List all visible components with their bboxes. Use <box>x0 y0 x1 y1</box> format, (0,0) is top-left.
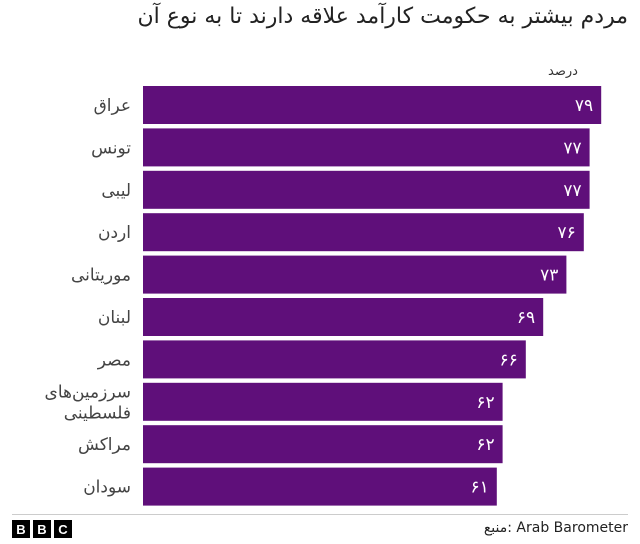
bar-value-label: ۷۷ <box>563 138 581 158</box>
bar-value-label: ۷۹ <box>575 96 593 116</box>
bbc-logo: B B C <box>12 520 72 538</box>
bar <box>143 298 544 336</box>
bar-value-label: ۶۹ <box>517 308 535 328</box>
bar <box>143 213 584 252</box>
category-label: موریتانی <box>71 266 131 286</box>
bar <box>143 255 567 294</box>
bar-value-label: ۷۷ <box>563 181 581 201</box>
bar-value-label: ۶۲ <box>476 435 494 455</box>
bar <box>143 382 503 421</box>
footer-divider <box>12 514 628 515</box>
category-label: تونس <box>91 138 131 158</box>
bar-value-label: ۶۱ <box>471 478 489 498</box>
category-label: لبنان <box>98 308 131 328</box>
bbc-logo-letter: B <box>12 520 30 538</box>
bar <box>143 128 590 167</box>
bbc-logo-letter: C <box>54 520 72 538</box>
bar <box>143 86 602 124</box>
category-label: مصر <box>97 350 131 370</box>
bar-value-label: ۷۳ <box>540 266 558 286</box>
bar <box>143 467 497 506</box>
bar-value-label: ۶۶ <box>500 350 518 370</box>
category-label: لیبی <box>101 181 131 201</box>
category-label: سرزمین‌های فلسطینی <box>45 382 131 423</box>
bar-value-label: ۶۲ <box>476 393 494 413</box>
category-label: سودان <box>83 478 131 498</box>
unit-label: درصد <box>548 64 578 79</box>
category-label: مراکش <box>78 435 131 455</box>
bar-value-label: ۷۶ <box>558 223 576 243</box>
category-label: عراق <box>94 96 131 116</box>
bar <box>143 340 526 379</box>
bar <box>143 170 590 209</box>
category-label: اردن <box>98 223 131 243</box>
bbc-logo-letter: B <box>33 520 51 538</box>
source-note: منبع: Arab Barometer <box>483 520 628 536</box>
bar-chart: ۷۹ عراق ۷۷ تونس ۷۷ لیبی ۷۶ اردن ۷۳ موریتانی ۶۹ لبنا… <box>45 86 602 506</box>
bar <box>143 425 503 464</box>
chart-title: مردم بیشتر به حکومت کارآمد علاقه دارند ت… <box>137 4 629 29</box>
